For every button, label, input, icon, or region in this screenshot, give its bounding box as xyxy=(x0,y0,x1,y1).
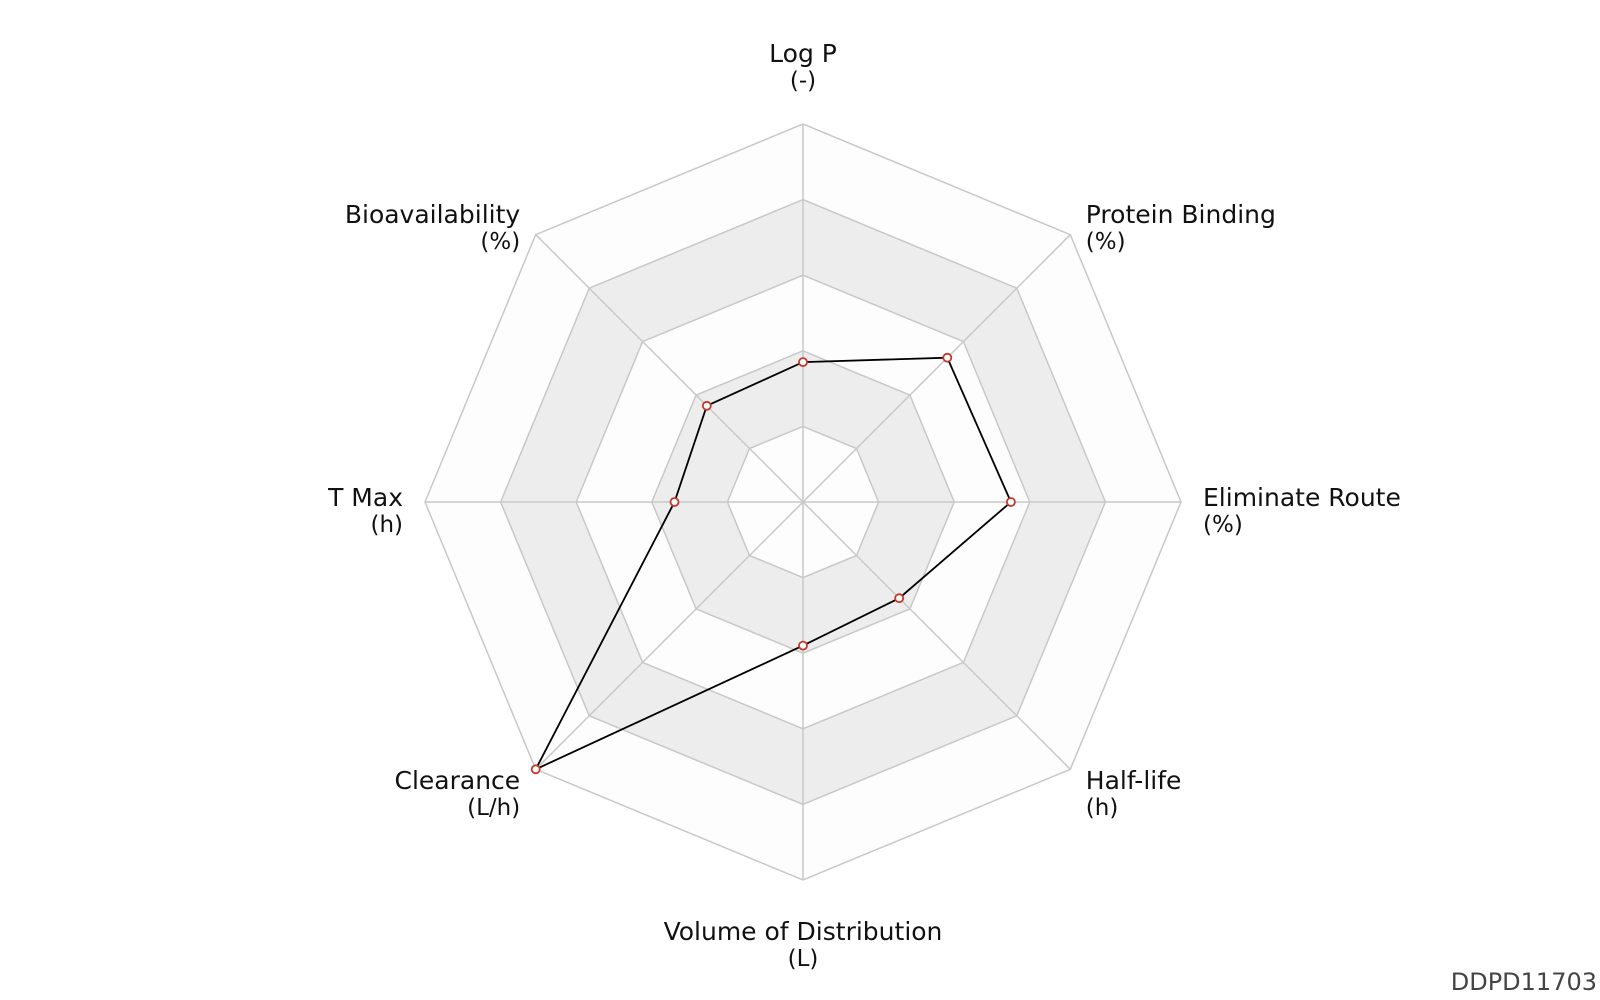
radar-axis-labels: Log P(-)Protein Binding(%)Eliminate Rout… xyxy=(327,39,1401,972)
axis-label-group: Log P(-) xyxy=(769,39,837,94)
axis-label-group: Bioavailability(%) xyxy=(345,200,521,255)
data-point xyxy=(798,357,808,368)
axis-unit-label: (L/h) xyxy=(467,795,520,821)
axis-label: Protein Binding xyxy=(1086,200,1276,229)
radar-spoke xyxy=(535,234,804,503)
watermark-id: DDPD11703 xyxy=(1450,968,1597,996)
axis-label: T Max xyxy=(327,483,403,512)
axis-label-group: Volume of Distribution(L) xyxy=(664,917,943,972)
radar-spokes xyxy=(425,124,1181,880)
radar-series xyxy=(530,352,1016,775)
axis-label-group: Eliminate Route(%) xyxy=(1203,483,1401,538)
radar-spoke xyxy=(802,234,1071,503)
data-point xyxy=(1006,497,1016,507)
radar-spoke xyxy=(535,501,804,770)
data-point xyxy=(701,400,712,411)
axis-label-group: T Max(h) xyxy=(327,483,403,538)
axis-unit-label: (%) xyxy=(480,229,520,255)
axis-label: Eliminate Route xyxy=(1203,483,1401,512)
axis-label-group: Half-life(h) xyxy=(1086,766,1182,821)
axis-label-group: Clearance(L/h) xyxy=(395,766,521,821)
axis-unit-label: (%) xyxy=(1086,229,1126,255)
data-point xyxy=(669,497,680,507)
axis-label: Log P xyxy=(769,39,837,68)
axis-unit-label: (%) xyxy=(1203,512,1243,538)
data-point xyxy=(530,764,541,775)
data-point xyxy=(798,640,808,651)
radar-spoke xyxy=(802,501,1071,770)
axis-unit-label: (L) xyxy=(788,946,819,972)
axis-label: Volume of Distribution xyxy=(664,917,943,946)
data-point xyxy=(942,352,953,363)
axis-unit-label: (h) xyxy=(1086,795,1119,821)
axis-label: Half-life xyxy=(1086,766,1182,795)
axis-label: Bioavailability xyxy=(345,200,521,229)
axis-label-group: Protein Binding(%) xyxy=(1086,200,1276,255)
axis-unit-label: (h) xyxy=(370,512,403,538)
data-point xyxy=(894,593,905,604)
axis-label: Clearance xyxy=(395,766,521,795)
axis-unit-label: (-) xyxy=(790,68,816,94)
